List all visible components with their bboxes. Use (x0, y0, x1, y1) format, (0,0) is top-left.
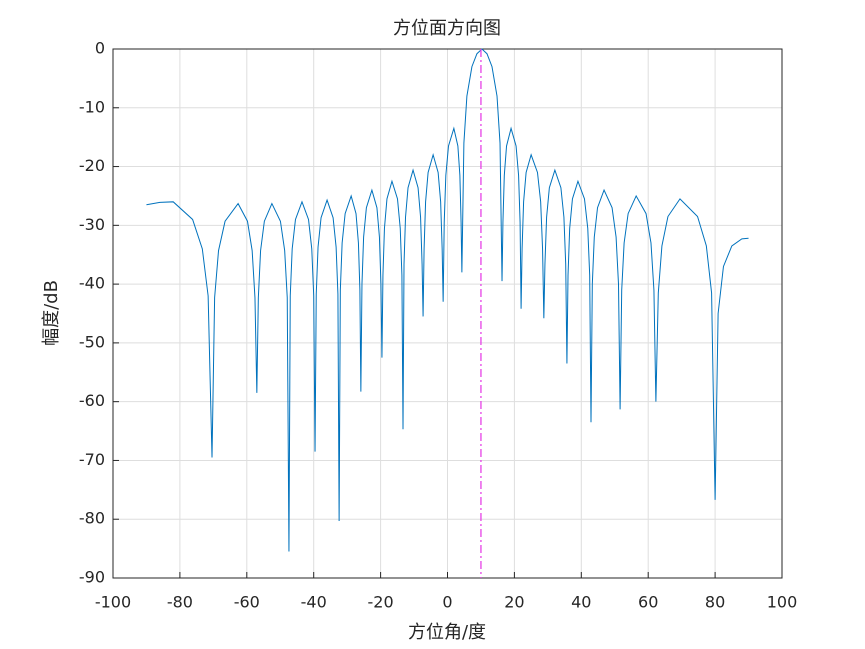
x-axis-label: 方位角/度 (408, 622, 486, 643)
y-tick-label: 0 (95, 39, 105, 58)
y-tick-label: -20 (79, 156, 105, 175)
chart-title: 方位面方向图 (393, 18, 501, 39)
plot-frame (112, 48, 783, 579)
y-tick-label: -30 (79, 215, 105, 234)
x-tick-label: -60 (234, 593, 260, 612)
x-tick-label: 100 (767, 593, 798, 612)
x-tick-label: -80 (167, 593, 193, 612)
x-tick-label: -40 (301, 593, 327, 612)
y-tick-label: -60 (79, 391, 105, 410)
data-line (146, 48, 749, 552)
x-tick-label: 80 (705, 593, 725, 612)
y-tick-label: -70 (79, 450, 105, 469)
y-tick-label: -90 (79, 568, 105, 587)
y-axis-label: 幅度/dB (41, 280, 62, 346)
x-tick-label: 60 (638, 593, 658, 612)
x-tick-label: 0 (442, 593, 452, 612)
x-tick-label: -20 (368, 593, 394, 612)
y-tick-label: -40 (79, 274, 105, 293)
y-tick-label: -80 (79, 509, 105, 528)
y-tick-label: -10 (79, 97, 105, 116)
x-tick-label: -100 (95, 593, 131, 612)
y-tick-label: -50 (79, 332, 105, 351)
x-tick-label: 20 (504, 593, 524, 612)
x-tick-label: 40 (571, 593, 591, 612)
